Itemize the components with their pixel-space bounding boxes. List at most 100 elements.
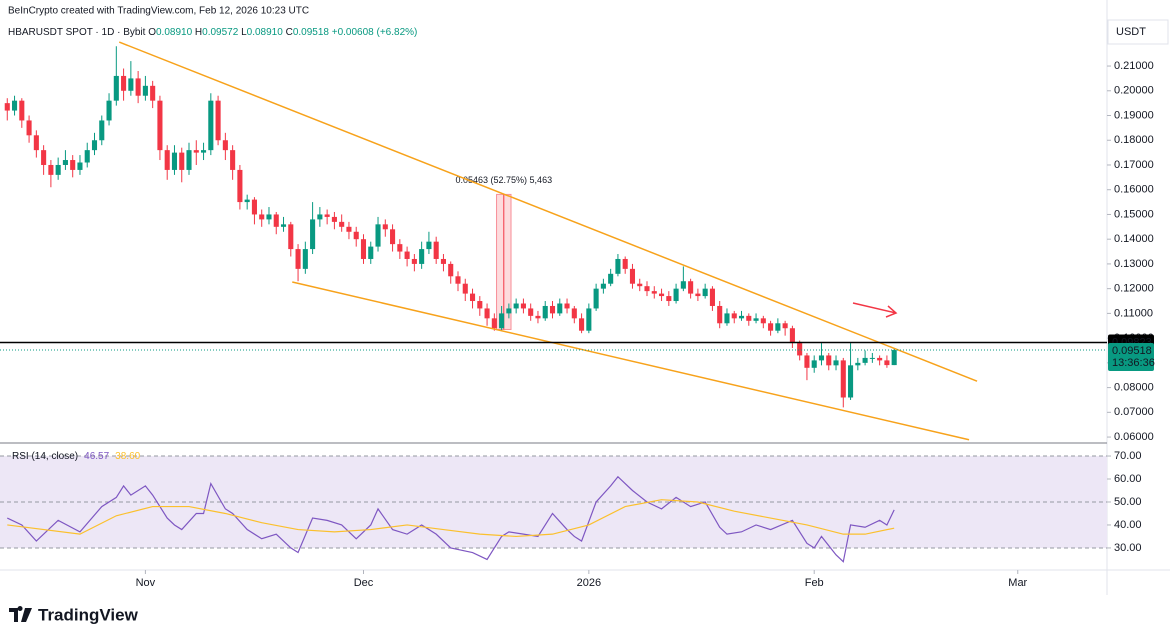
candle-body [259,214,265,220]
x-tick-label: Feb [805,577,824,589]
candle-body [339,221,345,227]
y-tick-label: 0.08000 [1114,382,1154,394]
candle-body [360,239,367,259]
candle-body [186,150,192,170]
x-tick-label: Dec [354,577,374,589]
candle-body [746,315,752,321]
candle-body [404,251,410,259]
candle-body [651,291,657,294]
legend-value: 0.08910 [247,27,284,38]
y-tick-label: 0.18000 [1114,134,1154,146]
candle-body [702,288,708,297]
candle-body [193,150,199,153]
y-tick-label: 0.16000 [1114,184,1154,196]
attribution: BeInCrypto created with TradingView.com,… [8,6,309,17]
y-tick-label: 0.11000 [1114,307,1153,319]
candle-body [593,288,599,309]
candle-body [622,258,628,269]
candle-body [753,318,759,321]
candle-body [738,315,745,319]
candle-body [62,160,68,165]
currency: USDT [1116,26,1146,38]
rsi-legend: RSI (14, close) 46.57 38.60 [12,451,141,462]
legend-value: 0.09518 [293,27,330,38]
candle-body [600,283,606,289]
candle-body [782,323,788,329]
candle-body [84,150,90,163]
candle-body [150,85,156,101]
candle-body [484,308,490,319]
candle-body [128,78,134,91]
y-tick-label: 0.06000 [1114,431,1154,443]
y-tick-label: 0.15000 [1114,208,1154,220]
candle-body [317,214,323,220]
y-tick-label: 0.12000 [1114,283,1154,295]
candle-body [26,120,32,136]
candle-body [855,362,861,366]
candle-body [891,350,897,366]
candle-body [629,268,636,284]
legend-key: H [192,27,202,38]
rsi-title: RSI (14, close) [12,451,78,462]
legend-key: C [283,27,293,38]
rsi-line [7,499,895,538]
legend-key: L [238,27,247,38]
candle-body [688,281,694,294]
legend-key: O [145,27,156,38]
candle-body [833,360,839,366]
candle-body [208,100,214,151]
y-tick-label: 40.00 [1114,519,1142,531]
y-tick-label: 0.07000 [1114,406,1154,418]
brand: TradingView [9,605,139,624]
candle-body [201,150,207,153]
last-price-box [1108,343,1154,372]
candle-body [353,231,359,240]
candle-body [106,100,112,121]
candle-body [419,249,425,264]
candle-body [564,303,570,309]
candle-body [19,100,25,121]
countdown: 13:36:36 [1112,357,1155,369]
last-price-label: 0.09518 [1112,345,1152,357]
candle-body [77,162,83,170]
candle-body [520,303,526,309]
candle-body [840,360,846,398]
candle-body [288,224,294,250]
x-tick-label: 2026 [577,577,601,589]
rsi-line [7,475,895,563]
candle-body [760,318,766,324]
candle-body [375,224,381,247]
candle-body [171,152,178,170]
candle-body [768,323,774,331]
candle-body [811,360,817,368]
candle-body [491,318,497,329]
candle-body [608,273,614,284]
candle-body [251,199,257,215]
candle-body [499,313,505,329]
candle-body [70,160,76,170]
candle-body [230,150,236,170]
candle-body [426,241,432,250]
candle-body [273,214,279,227]
candle-body [302,249,308,269]
candle-body [179,152,185,170]
candle-body [731,313,737,319]
candle-body [528,308,534,316]
rsi-legend-value: 46.57 [84,451,109,462]
candle-body [469,293,476,302]
symbol-title: HBARUSDT SPOT · 1D · Bybit [8,27,146,38]
candle-body [397,244,403,252]
candle-body [433,241,439,259]
candle-body [775,323,781,331]
candle-body [222,140,228,151]
candle-body [280,224,287,227]
candle-body [91,140,98,151]
candle-body [615,258,621,274]
candle-body [135,78,141,96]
candle-body [680,281,686,289]
candle-body [477,301,483,309]
candle-body [709,288,715,306]
candle-body [506,308,512,314]
candle-body [41,150,47,165]
